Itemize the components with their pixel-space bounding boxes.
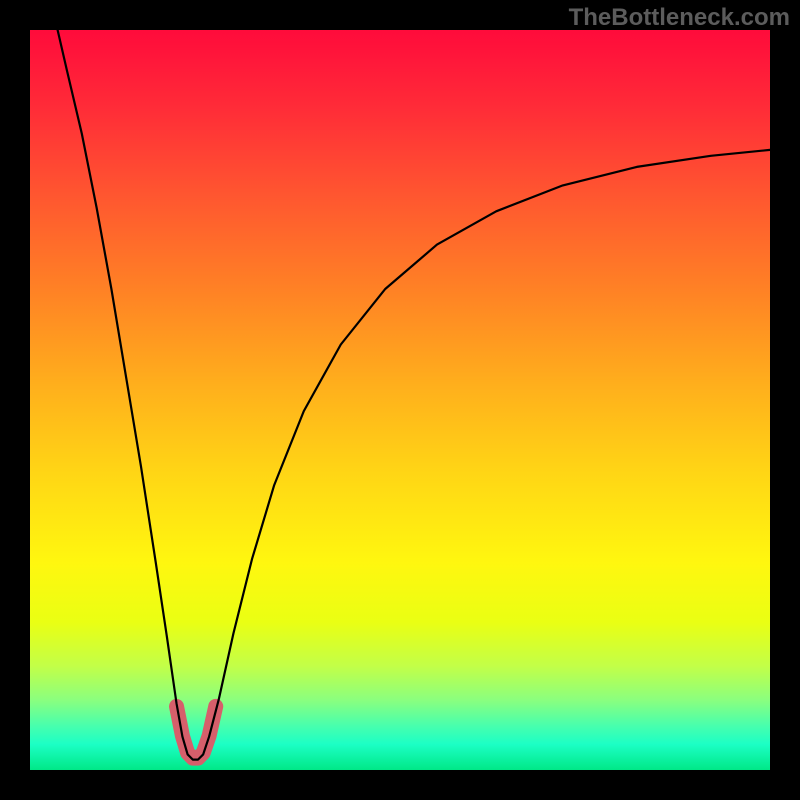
watermark-text: TheBottleneck.com bbox=[569, 4, 790, 32]
bottleneck-chart bbox=[30, 30, 770, 770]
chart-background bbox=[30, 30, 770, 770]
